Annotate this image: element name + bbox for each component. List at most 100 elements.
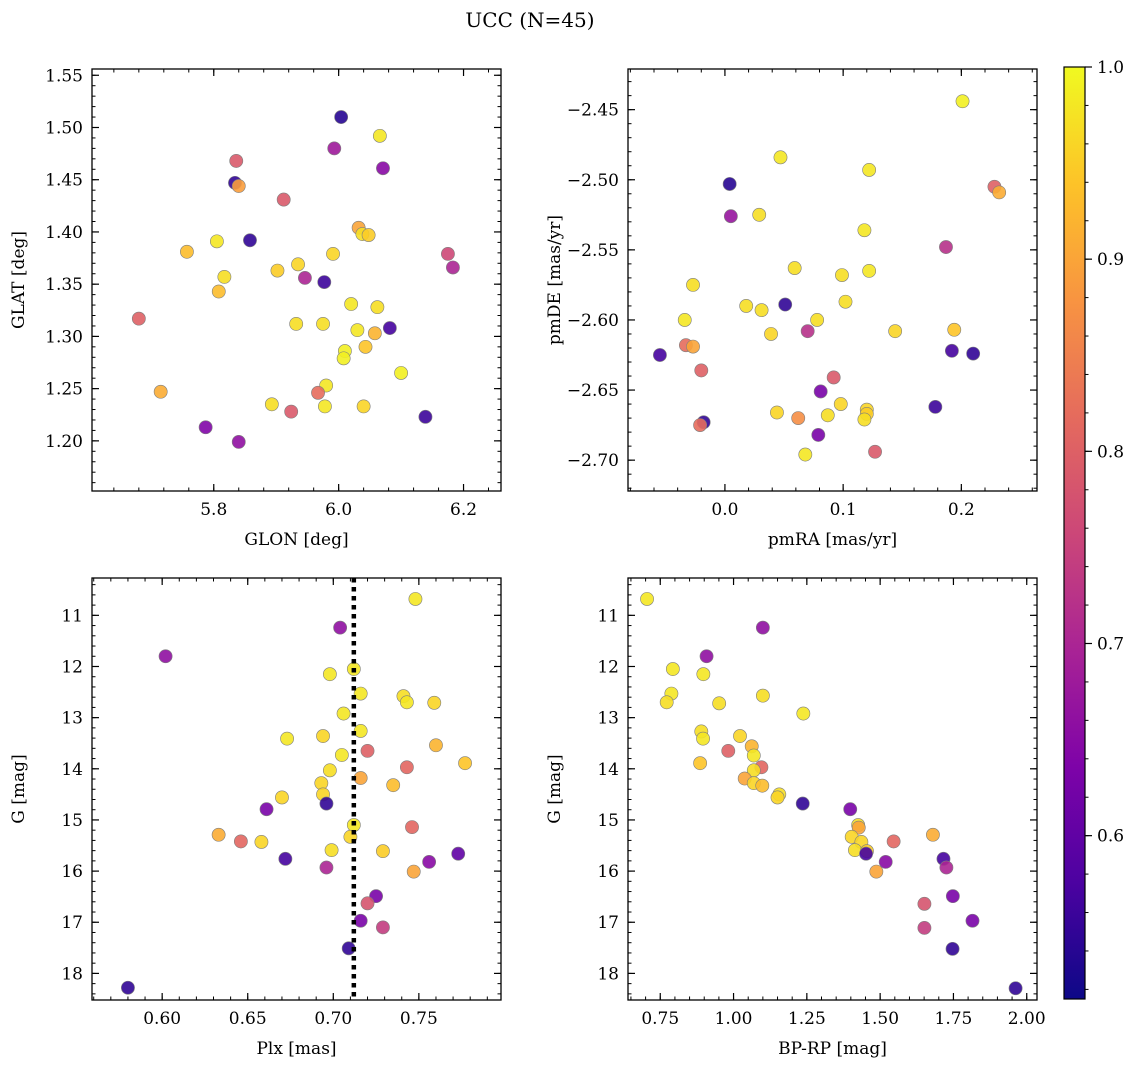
data-point — [945, 889, 960, 904]
data-point — [217, 269, 232, 284]
data-point — [770, 790, 785, 805]
data-point — [361, 228, 376, 242]
data-point — [350, 323, 365, 338]
data-point — [800, 324, 815, 339]
data-point — [917, 920, 932, 935]
x-axis-label: pmRA [mas/yr] — [768, 530, 897, 550]
data-point — [693, 418, 708, 433]
data-point — [926, 827, 940, 842]
data-point — [153, 384, 168, 399]
data-point — [326, 246, 340, 261]
data-point — [778, 297, 793, 312]
data-point — [358, 339, 373, 354]
data-point — [696, 731, 710, 746]
x-axis-label: GLON [deg] — [244, 530, 348, 550]
data-point — [843, 802, 858, 817]
data-point — [653, 348, 667, 362]
data-point — [835, 268, 849, 282]
scatter-panel-plx-g: 0.60 0.65 0.70 0.75 11 12 13 14 15 16 17 18 Plx [mas… — [9, 577, 502, 1059]
colorbar-gradient — [1063, 66, 1086, 1000]
data-point — [640, 592, 654, 606]
data-point — [868, 444, 882, 459]
data-point — [333, 620, 348, 635]
data-point — [722, 177, 737, 191]
data-point — [838, 294, 853, 309]
data-point — [813, 384, 828, 399]
data-point — [318, 399, 332, 414]
y-tick-label: −2.50 — [567, 171, 619, 191]
data-point — [311, 385, 325, 400]
data-point — [427, 695, 442, 710]
data-point — [198, 420, 213, 435]
colorbar-tick-label: 1.0 — [1097, 58, 1124, 78]
y-tick-label: 17 — [597, 913, 619, 933]
data-point — [888, 324, 903, 339]
data-point — [869, 864, 884, 879]
data-point — [992, 185, 1007, 200]
data-point — [353, 724, 368, 738]
data-point — [739, 299, 754, 313]
y-tick-label: 1.20 — [45, 432, 83, 452]
y-tick-label: −2.55 — [567, 241, 619, 261]
data-point — [370, 300, 385, 315]
data-point — [209, 234, 224, 249]
x-tick-label: 2.00 — [1008, 1009, 1046, 1029]
colorbar-tick-label: 0.8 — [1097, 442, 1124, 462]
data-point — [686, 278, 700, 292]
y-tick-label: 1.35 — [45, 275, 83, 295]
data-point — [712, 696, 727, 711]
data-point — [878, 854, 893, 869]
data-point — [429, 738, 443, 753]
data-point — [857, 412, 872, 427]
data-point — [917, 896, 932, 911]
y-tick-label: 16 — [597, 862, 619, 882]
y-axis-label: GLAT [deg] — [9, 231, 29, 329]
x-axis-label: Plx [mas] — [256, 1039, 336, 1059]
data-point — [721, 743, 736, 758]
data-point — [862, 163, 877, 177]
data-point — [327, 141, 342, 156]
data-point — [752, 207, 767, 222]
data-point — [344, 297, 359, 311]
data-point — [291, 257, 305, 272]
plot-frame — [627, 577, 1038, 1001]
y-tick-label: −2.70 — [567, 451, 619, 471]
data-point — [399, 760, 414, 775]
y-tick-label: 1.50 — [45, 118, 83, 138]
data-point — [406, 864, 421, 879]
data-point — [755, 778, 770, 793]
data-point — [317, 275, 332, 289]
data-point — [360, 743, 375, 758]
data-point — [699, 649, 714, 664]
data-point — [322, 763, 337, 778]
data-point — [770, 405, 784, 420]
data-point — [659, 695, 674, 710]
data-point — [334, 748, 349, 762]
figure-title: UCC (N=45) — [465, 8, 594, 32]
y-tick-label: 1.55 — [45, 66, 83, 86]
x-tick-label: 0.60 — [143, 1009, 181, 1029]
data-point — [686, 339, 700, 354]
data-point — [408, 592, 423, 606]
y-tick-label: −2.45 — [567, 101, 619, 121]
y-tick-label: 15 — [61, 811, 83, 831]
data-point — [356, 399, 371, 414]
data-point — [399, 695, 414, 710]
x-tick-label: 6.2 — [450, 500, 477, 520]
axis-ticks — [92, 69, 501, 491]
data-point — [259, 802, 274, 817]
data-point — [360, 896, 375, 911]
data-point — [319, 796, 334, 811]
data-point — [418, 409, 433, 424]
data-point — [121, 980, 135, 995]
data-point — [746, 748, 761, 763]
data-point — [694, 363, 709, 378]
axis-ticks — [92, 578, 501, 1000]
data-point — [798, 447, 813, 462]
data-point — [336, 706, 351, 721]
y-tick-label: 12 — [597, 657, 619, 677]
data-point — [376, 920, 390, 935]
data-point — [665, 662, 680, 676]
data-point — [939, 860, 954, 875]
data-point — [446, 260, 460, 275]
